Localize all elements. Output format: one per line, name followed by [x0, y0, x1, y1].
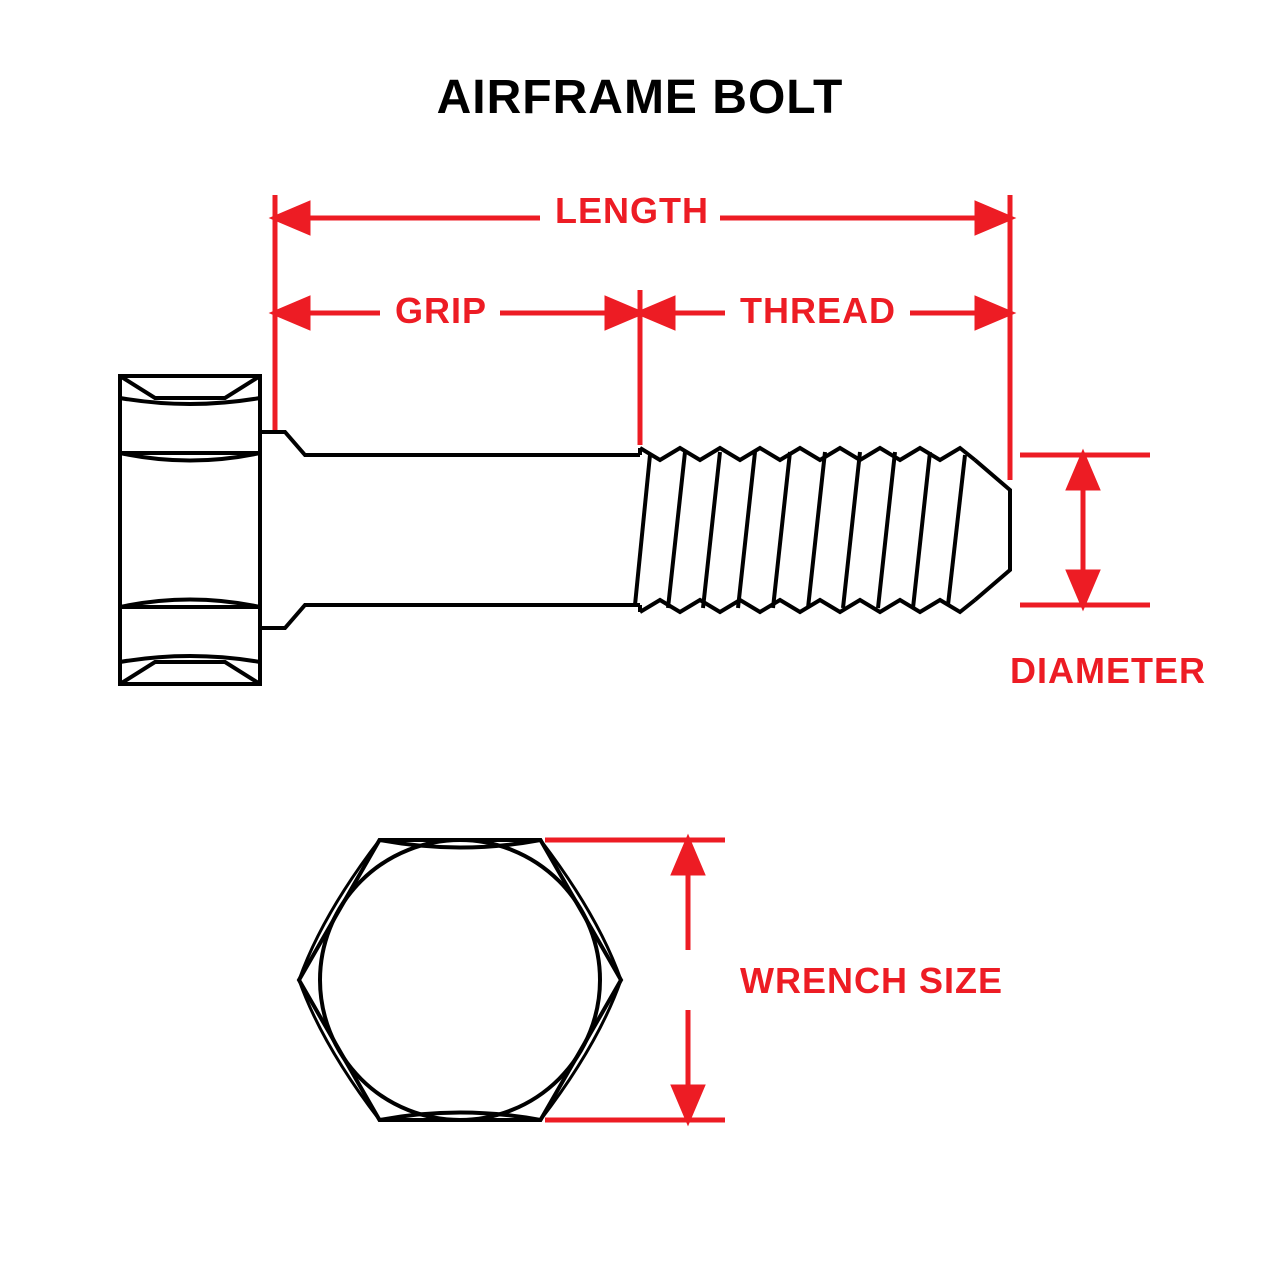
bolt-top-view — [299, 840, 621, 1120]
bolt-side-view — [120, 376, 1010, 684]
bolt-diagram-svg — [0, 0, 1280, 1280]
dimension-lines — [275, 195, 1150, 1120]
